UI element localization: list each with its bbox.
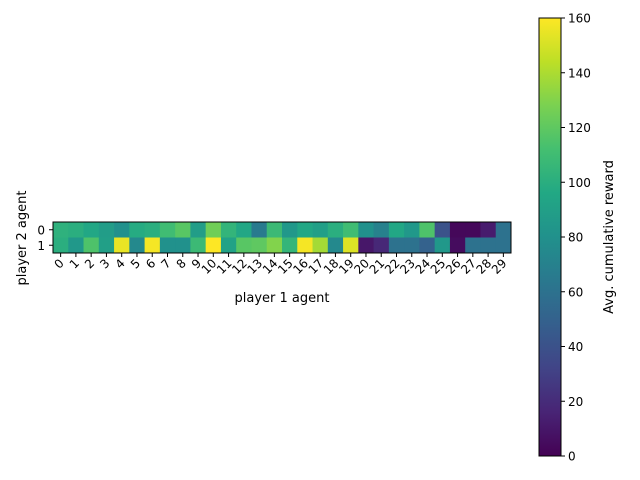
heatmap-cell	[282, 237, 298, 254]
colorbar-tick-label: 60	[568, 285, 583, 299]
y-axis-ticks: 01	[37, 223, 53, 253]
heatmap-cell	[465, 237, 481, 254]
x-tick-label: 2	[82, 256, 97, 271]
heatmap-cells	[53, 222, 512, 254]
y-tick-label: 0	[37, 223, 45, 237]
heatmap-cell	[205, 237, 222, 254]
heatmap-cell	[114, 237, 130, 254]
heatmap-cell	[129, 222, 145, 238]
colorbar-tick-label: 160	[568, 12, 591, 26]
heatmap-cell	[343, 222, 359, 238]
heatmap-cell	[236, 222, 252, 238]
x-tick-label: 4	[113, 256, 128, 271]
heatmap-cell	[419, 222, 436, 238]
heatmap-cell	[327, 222, 344, 238]
heatmap-cell	[373, 237, 390, 254]
colorbar-tick-label: 100	[568, 176, 591, 190]
heatmap-cell	[83, 222, 100, 238]
heatmap-cell	[388, 222, 405, 238]
heatmap-cell	[53, 237, 69, 254]
heatmap-cell	[236, 237, 252, 254]
heatmap-cell	[327, 237, 344, 254]
heatmap-cell	[434, 237, 451, 254]
colorbar-tick-label: 140	[568, 66, 591, 80]
heatmap-cell	[343, 237, 359, 254]
heatmap-cell	[449, 237, 466, 254]
x-tick-label: 6	[143, 256, 158, 271]
heatmap-cell	[205, 222, 222, 238]
heatmap-cell	[495, 237, 512, 254]
heatmap-cell	[114, 222, 130, 238]
x-tick-label: 7	[158, 256, 173, 271]
heatmap-cell	[449, 222, 466, 238]
y-axis-label: player 2 agent	[15, 191, 30, 286]
heatmap-cell	[495, 222, 512, 238]
colorbar-tick-label: 40	[568, 340, 583, 354]
heatmap-cell	[465, 222, 481, 238]
heatmap-cell	[373, 222, 390, 238]
heatmap-cell	[98, 237, 115, 254]
heatmap-cell	[251, 237, 268, 254]
heatmap-cell	[159, 222, 176, 238]
heatmap-cell	[175, 222, 191, 238]
heatmap-cell	[220, 222, 237, 238]
heatmap-cell	[68, 237, 84, 254]
heatmap-cell	[434, 222, 451, 238]
heatmap-cell	[266, 237, 283, 254]
heatmap-cell	[358, 237, 374, 254]
colorbar-tick-label: 80	[568, 231, 583, 245]
colorbar-ticks: 0 20 40 60 80 100 120 140 160	[561, 12, 591, 464]
colorbar	[538, 17, 562, 457]
x-axis-ticks: 0 1 2 3 4 5 6 7 8 9101112131415161718192021222324…	[51, 253, 509, 277]
heatmap-cell	[175, 237, 191, 254]
heatmap-cell	[266, 222, 283, 238]
heatmap-cell	[480, 222, 497, 238]
heatmap-cell	[53, 222, 69, 238]
heatmap-cell	[358, 222, 374, 238]
heatmap-cell	[282, 222, 298, 238]
heatmap-cell	[159, 237, 176, 254]
heatmap-cell	[129, 237, 145, 254]
x-tick-label: 1	[67, 256, 82, 271]
heatmap-cell	[68, 222, 84, 238]
heatmap-cell	[144, 237, 161, 254]
heatmap-cell	[297, 222, 313, 238]
heatmap-cell	[98, 222, 115, 238]
heatmap-cell	[220, 237, 237, 254]
heatmap-cell	[312, 222, 329, 238]
heatmap-cell	[190, 237, 207, 254]
heatmap-cell	[190, 222, 207, 238]
colorbar-label: Avg. cumulative reward	[602, 160, 617, 314]
heatmap-cell	[419, 237, 436, 254]
heatmap-cell	[404, 237, 420, 254]
heatmap-cell	[297, 237, 313, 254]
colorbar-tick-label: 0	[568, 450, 576, 464]
heatmap-cell	[404, 222, 420, 238]
x-tick-label: 8	[174, 256, 189, 271]
x-tick-label: 5	[128, 256, 143, 271]
heatmap-cell	[83, 237, 100, 254]
x-axis-label: player 1 agent	[235, 291, 330, 306]
heatmap-frame	[52, 221, 512, 254]
heatmap-cell	[144, 222, 161, 238]
y-tick-label: 1	[37, 239, 45, 253]
heatmap-cell	[388, 237, 405, 254]
colorbar-tick-label: 20	[568, 395, 583, 409]
x-tick-label: 0	[51, 256, 66, 271]
heatmap-cell	[251, 222, 268, 238]
colorbar-tick-label: 120	[568, 121, 591, 135]
heatmap-cell	[312, 237, 329, 254]
heatmap-cell	[480, 237, 497, 254]
x-tick-label: 3	[97, 256, 112, 271]
x-tick-label: 29	[489, 256, 510, 277]
